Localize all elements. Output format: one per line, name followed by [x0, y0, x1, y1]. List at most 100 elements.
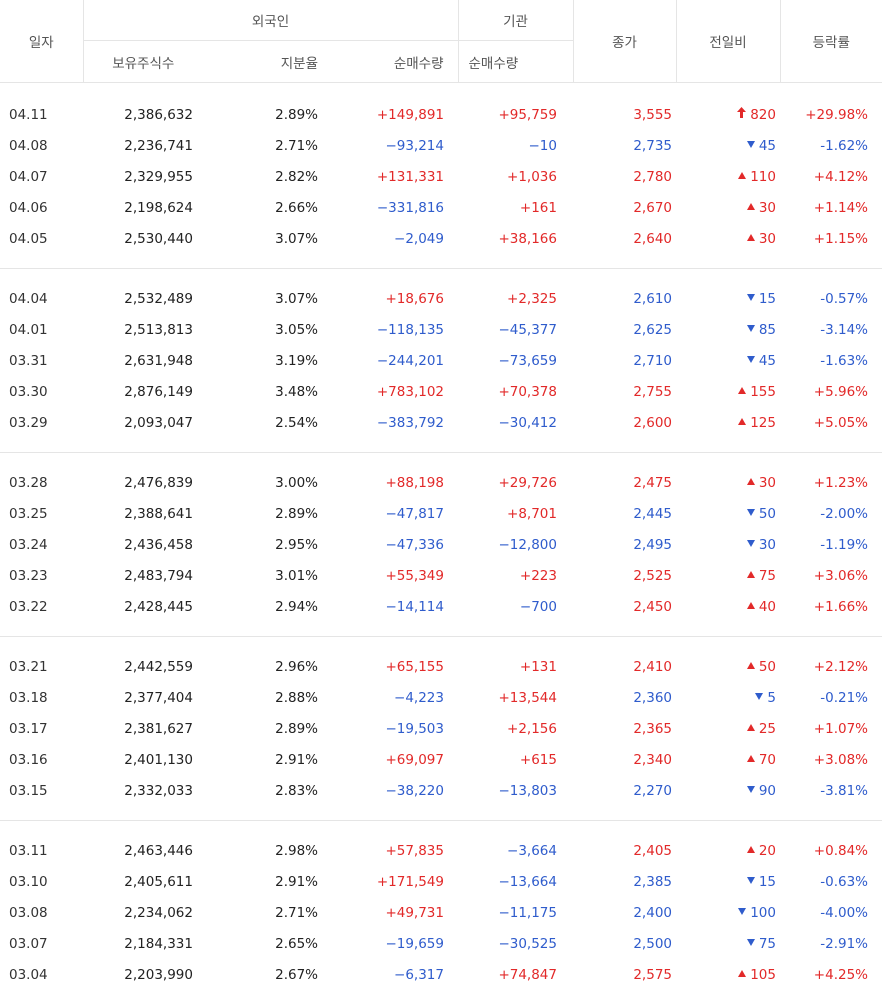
- change-value: 155: [750, 384, 776, 400]
- cell-inst-net: +131: [458, 651, 573, 682]
- up-triangle-icon: [747, 724, 755, 731]
- cell-holding: 2,530,440: [83, 223, 203, 254]
- cell-change: 110: [676, 161, 780, 192]
- cell-holding: 2,631,948: [83, 345, 203, 376]
- up-triangle-icon: [747, 234, 755, 241]
- cell-inst-net: +223: [458, 560, 573, 591]
- change-value: 5: [767, 690, 776, 706]
- cell-share: 2.82%: [203, 161, 328, 192]
- cell-inst-net: −30,525: [458, 928, 573, 959]
- cell-change: 820: [676, 99, 780, 130]
- cell-date: 03.17: [0, 713, 83, 744]
- cell-change: 20: [676, 835, 780, 866]
- cell-change: 70: [676, 744, 780, 775]
- upper-limit-arrow-icon: [737, 107, 746, 118]
- cell-rate: +1.14%: [780, 192, 882, 223]
- cell-share: 3.05%: [203, 314, 328, 345]
- cell-inst-net: +29,726: [458, 467, 573, 498]
- cell-share: 3.19%: [203, 345, 328, 376]
- cell-rate: +4.12%: [780, 161, 882, 192]
- cell-foreign-net: +55,349: [328, 560, 458, 591]
- up-triangle-icon: [747, 203, 755, 210]
- cell-close: 2,270: [573, 775, 676, 806]
- change-value: 30: [759, 537, 776, 553]
- header-inst-net: 순매수량: [458, 41, 573, 83]
- cell-share: 3.48%: [203, 376, 328, 407]
- cell-holding: 2,093,047: [83, 407, 203, 438]
- cell-inst-net: +38,166: [458, 223, 573, 254]
- cell-holding: 2,234,062: [83, 897, 203, 928]
- cell-change: 75: [676, 928, 780, 959]
- header-foreign: 외국인: [83, 0, 458, 41]
- cell-holding: 2,876,149: [83, 376, 203, 407]
- cell-change: 75: [676, 560, 780, 591]
- cell-foreign-net: +149,891: [328, 99, 458, 130]
- cell-share: 2.94%: [203, 591, 328, 622]
- change-value: 45: [759, 353, 776, 369]
- cell-close: 2,600: [573, 407, 676, 438]
- down-triangle-icon: [747, 509, 755, 516]
- cell-date: 04.06: [0, 192, 83, 223]
- change-value: 30: [759, 475, 776, 491]
- cell-share: 2.89%: [203, 498, 328, 529]
- cell-date: 03.11: [0, 835, 83, 866]
- up-triangle-icon: [738, 418, 746, 425]
- cell-close: 2,500: [573, 928, 676, 959]
- cell-foreign-net: +18,676: [328, 283, 458, 314]
- down-triangle-icon: [755, 693, 763, 700]
- cell-change: 30: [676, 192, 780, 223]
- cell-foreign-net: −4,223: [328, 682, 458, 713]
- cell-foreign-net: −118,135: [328, 314, 458, 345]
- cell-foreign-net: +783,102: [328, 376, 458, 407]
- up-triangle-icon: [747, 662, 755, 669]
- cell-rate: -4.00%: [780, 897, 882, 928]
- cell-foreign-net: −14,114: [328, 591, 458, 622]
- header-rate: 등락률: [780, 0, 882, 83]
- down-triangle-icon: [747, 939, 755, 946]
- change-value: 90: [759, 783, 776, 799]
- cell-date: 03.18: [0, 682, 83, 713]
- up-triangle-icon: [738, 387, 746, 394]
- cell-holding: 2,381,627: [83, 713, 203, 744]
- cell-foreign-net: −383,792: [328, 407, 458, 438]
- cell-close: 3,555: [573, 99, 676, 130]
- change-value: 15: [759, 291, 776, 307]
- cell-change: 90: [676, 775, 780, 806]
- cell-inst-net: +615: [458, 744, 573, 775]
- change-value: 125: [750, 415, 776, 431]
- cell-rate: -3.81%: [780, 775, 882, 806]
- cell-close: 2,445: [573, 498, 676, 529]
- cell-date: 03.21: [0, 651, 83, 682]
- cell-rate: +29.98%: [780, 99, 882, 130]
- cell-close: 2,610: [573, 283, 676, 314]
- cell-inst-net: +161: [458, 192, 573, 223]
- change-value: 20: [759, 843, 776, 859]
- cell-share: 2.54%: [203, 407, 328, 438]
- cell-inst-net: −10: [458, 130, 573, 161]
- cell-close: 2,710: [573, 345, 676, 376]
- cell-rate: +3.08%: [780, 744, 882, 775]
- cell-rate: -1.63%: [780, 345, 882, 376]
- cell-rate: -1.19%: [780, 529, 882, 560]
- cell-share: 3.01%: [203, 560, 328, 591]
- cell-close: 2,365: [573, 713, 676, 744]
- cell-inst-net: +1,036: [458, 161, 573, 192]
- cell-change: 105: [676, 959, 780, 990]
- header-close: 종가: [573, 0, 676, 83]
- cell-close: 2,405: [573, 835, 676, 866]
- cell-share: 2.88%: [203, 682, 328, 713]
- cell-foreign-net: −19,503: [328, 713, 458, 744]
- cell-change: 50: [676, 651, 780, 682]
